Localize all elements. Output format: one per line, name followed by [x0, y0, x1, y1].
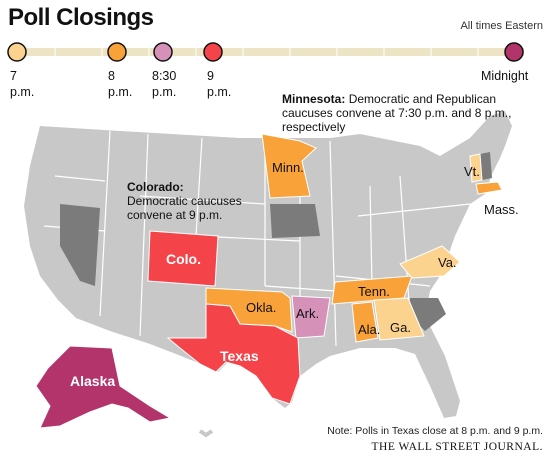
- source-credit: THE WALL STREET JOURNAL.: [371, 441, 543, 453]
- label-ark: Ark.: [296, 306, 319, 321]
- closing-timeline: 7 p.m. 8 p.m. 8:30 p.m. 9 p.m. Midnight: [0, 34, 553, 110]
- timeline-dot: [7, 42, 27, 62]
- chart-title: Poll Closings: [8, 4, 154, 31]
- timeline-dot: [504, 42, 524, 62]
- us-map-svg: Minn. Colo. Okla. Ark. Texas Tenn. Ala. …: [24, 111, 519, 438]
- label-alaska: Alaska: [70, 373, 115, 389]
- state-texas: [166, 303, 301, 405]
- timeline-dot: [203, 42, 223, 62]
- us-map: Minn. Colo. Okla. Ark. Texas Tenn. Ala. …: [0, 86, 553, 461]
- state-colorado: [147, 230, 219, 287]
- label-okla: Okla.: [246, 300, 276, 315]
- time-label-midnight: Midnight: [481, 69, 529, 83]
- state-new-hampshire: [480, 152, 492, 180]
- timeline-bar: [7, 42, 524, 62]
- label-colo: Colo.: [166, 251, 201, 267]
- annotation-colorado: Colorado: Democratic caucuses convene at…: [127, 180, 242, 222]
- time-label-7pm: 7 p.m.: [10, 69, 35, 99]
- label-ga: Ga.: [390, 320, 411, 335]
- label-tenn: Tenn.: [358, 284, 390, 299]
- state-hawaii: [198, 429, 214, 438]
- state-arkansas: [291, 295, 331, 339]
- label-ala: Ala.: [358, 322, 380, 337]
- state-nevada: [60, 204, 100, 286]
- timezone-note: All times Eastern: [460, 20, 543, 32]
- time-label-9pm: 9 p.m.: [207, 69, 232, 99]
- state-alaska: [35, 345, 172, 429]
- label-minn: Minn.: [272, 160, 304, 175]
- state-virginia: [399, 245, 461, 279]
- timeline-track: [8, 48, 524, 56]
- state-iowa: [270, 204, 320, 238]
- label-va: Va.: [438, 255, 457, 270]
- state-alabama: [351, 301, 379, 343]
- state-minnesota: [261, 133, 317, 199]
- time-label-830pm: 8:30 p.m.: [152, 69, 177, 99]
- state-vermont: [469, 153, 483, 183]
- state-massachusetts: [475, 181, 503, 195]
- label-vt: Vt.: [464, 164, 480, 179]
- timeline-dot: [153, 42, 173, 62]
- label-texas: Texas: [220, 348, 259, 364]
- label-mass: Mass.: [484, 202, 519, 217]
- time-label-8pm: 8 p.m.: [108, 69, 133, 99]
- timeline-dot: [107, 42, 127, 62]
- annotation-minnesota: Minnesota: Democratic and Republican cau…: [282, 92, 512, 134]
- footnote: Note: Polls in Texas close at 8 p.m. and…: [327, 425, 543, 437]
- state-georgia: [373, 297, 425, 341]
